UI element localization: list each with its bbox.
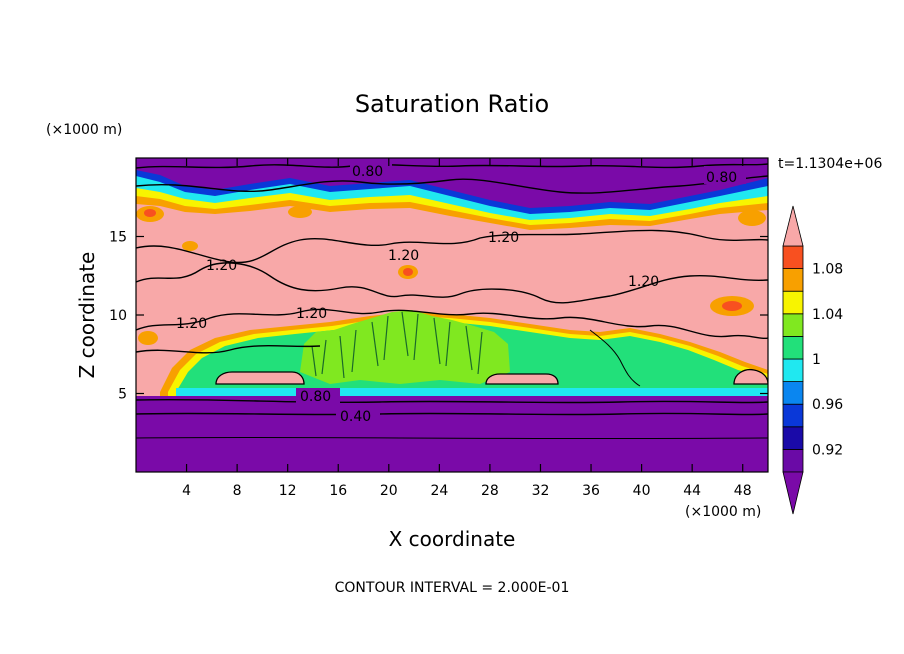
contour-lines [136, 163, 768, 440]
x-tick-label: 36 [582, 483, 600, 499]
colorbar-tick-label: 1.08 [812, 262, 843, 278]
cloud-core-streaks [311, 311, 483, 379]
colorbar-bin [782, 313, 804, 337]
contour-label: 1.20 [628, 274, 659, 290]
x-tick-label: 12 [279, 483, 297, 499]
colorbar-tick-label: 0.96 [812, 397, 843, 413]
contour-label: 1.20 [488, 230, 519, 246]
contour-label: 1.20 [296, 306, 327, 322]
contour-interval-note: CONTOUR INTERVAL = 2.000E-01 [335, 580, 570, 596]
y-axis: 5 10 15 [109, 230, 768, 403]
x-unit-label: (×1000 m) [685, 504, 761, 520]
y-unit-label: (×1000 m) [46, 122, 122, 138]
x-tick-label: 20 [380, 483, 398, 499]
x-tick-label: 32 [532, 483, 550, 499]
contour-label: 1.20 [206, 258, 237, 274]
colorbar-tick-label: 0.92 [812, 442, 843, 458]
time-label: t=1.1304e+06 [778, 156, 882, 172]
colorbar-bin [782, 268, 804, 292]
y-axis-label: Z coordinate [75, 252, 99, 379]
x-tick-label: 48 [734, 483, 752, 499]
x-axis: 4 8 12 16 20 24 28 32 36 40 44 48 [182, 158, 752, 499]
contour-label: 0.80 [706, 170, 737, 186]
colorbar-under-arrow [782, 471, 804, 515]
colorbar-bin [782, 245, 804, 270]
colorbar-bin [782, 358, 804, 383]
colorbar-over-arrow [782, 205, 804, 247]
colorbar-bin [782, 335, 804, 360]
chart-title: Saturation Ratio [355, 90, 549, 118]
lower-dry-layer [136, 396, 768, 472]
colorbar-bin [782, 381, 804, 405]
y-tick-label: 5 [118, 387, 127, 403]
cloud-base-cyan [176, 388, 768, 396]
colorbar-bin [782, 448, 804, 473]
x-tick-label: 40 [633, 483, 651, 499]
red-patches [144, 209, 742, 311]
colorbar-bin [782, 403, 804, 428]
contour-labels: 0.80 0.80 1.20 1.20 1.20 1.20 1.20 1.20 … [176, 160, 746, 425]
colorbar-tick-label: 1.04 [812, 307, 843, 323]
colorbar: 0.92 0.96 1 1.04 1.08 [782, 205, 843, 515]
x-tick-label: 16 [329, 483, 347, 499]
plot-field: 0.80 0.80 1.20 1.20 1.20 1.20 1.20 1.20 … [136, 158, 768, 472]
cloud-base-bands [215, 368, 768, 385]
x-tick-label: 4 [182, 483, 191, 499]
contour-label: 1.20 [176, 316, 207, 332]
y-tick-label: 10 [109, 308, 127, 324]
contour-label: 0.80 [352, 164, 383, 180]
x-axis-label: X coordinate [389, 527, 516, 551]
contour-label: 1.20 [388, 248, 419, 264]
x-tick-label: 44 [683, 483, 701, 499]
x-tick-label: 24 [430, 483, 448, 499]
x-tick-label: 28 [481, 483, 499, 499]
colorbar-bin [782, 290, 804, 315]
colorbar-bin [782, 426, 804, 450]
x-tick-label: 8 [233, 483, 242, 499]
y-tick-label: 15 [109, 230, 127, 246]
contour-label: 0.80 [300, 389, 331, 405]
contour-label: 0.40 [340, 409, 371, 425]
colorbar-tick-label: 1 [812, 352, 821, 368]
